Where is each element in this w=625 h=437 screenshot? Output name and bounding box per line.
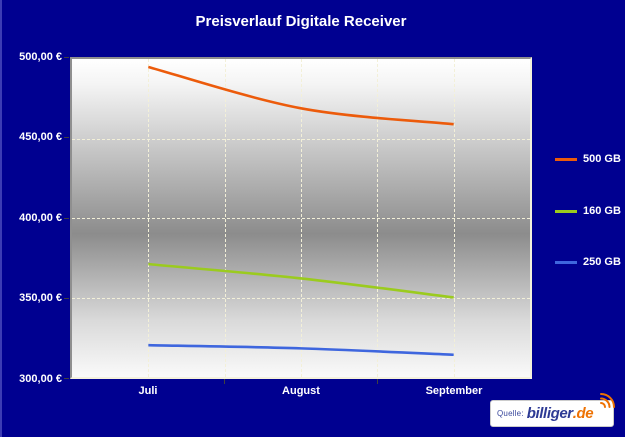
x-axis-label-juli: Juli bbox=[138, 385, 158, 397]
legend-label-500gb: 500 GB bbox=[583, 153, 621, 165]
legend-line-500gb bbox=[555, 157, 577, 161]
x-axis-label-august: August bbox=[282, 385, 320, 397]
source-logo: Quelle: billiger .de bbox=[490, 393, 615, 427]
y-tick bbox=[64, 218, 69, 219]
chart-title: Preisverlauf Digitale Receiver bbox=[195, 13, 407, 30]
gridline-v-august bbox=[301, 59, 302, 377]
legend-item-160gb: 160 GB bbox=[555, 205, 621, 217]
series-line-250-gb bbox=[148, 343, 454, 357]
y-tick bbox=[64, 378, 69, 379]
x-tick bbox=[224, 379, 225, 384]
source-prefix-label: Quelle: bbox=[497, 409, 524, 418]
y-axis-label-300: 300,00 € bbox=[19, 373, 62, 385]
brand-name-label: billiger bbox=[526, 405, 573, 422]
y-tick bbox=[64, 137, 69, 138]
signal-waves-icon bbox=[600, 393, 615, 408]
plot-area bbox=[70, 57, 532, 379]
series-lines bbox=[147, 65, 454, 357]
legend-item-250gb: 250 GB bbox=[555, 256, 621, 268]
x-axis-label-september: September bbox=[425, 385, 483, 397]
series-line-160-gb bbox=[148, 262, 454, 299]
gridline-v-2 bbox=[224, 59, 226, 377]
gridline-v-4 bbox=[377, 59, 379, 377]
y-tick bbox=[64, 57, 69, 58]
series-line-500-gb bbox=[147, 65, 454, 126]
gridline-v-juli bbox=[148, 59, 150, 377]
y-axis-label-350: 350,00 € bbox=[19, 292, 62, 304]
x-tick bbox=[377, 379, 378, 384]
gridline-v-september bbox=[453, 59, 455, 377]
y-tick bbox=[64, 298, 69, 299]
legend-line-250gb bbox=[555, 260, 577, 264]
y-axis-label-500: 500,00 € bbox=[19, 51, 62, 63]
legend-label-160gb: 160 GB bbox=[583, 205, 621, 217]
legend-item-500gb: 500 GB bbox=[555, 153, 621, 165]
legend-line-160gb bbox=[555, 209, 577, 213]
brand-tld-label: .de bbox=[572, 405, 594, 422]
y-axis-label-400: 400,00 € bbox=[19, 212, 62, 224]
y-axis-label-450: 450,00 € bbox=[19, 131, 62, 143]
legend-label-250gb: 250 GB bbox=[583, 256, 621, 268]
